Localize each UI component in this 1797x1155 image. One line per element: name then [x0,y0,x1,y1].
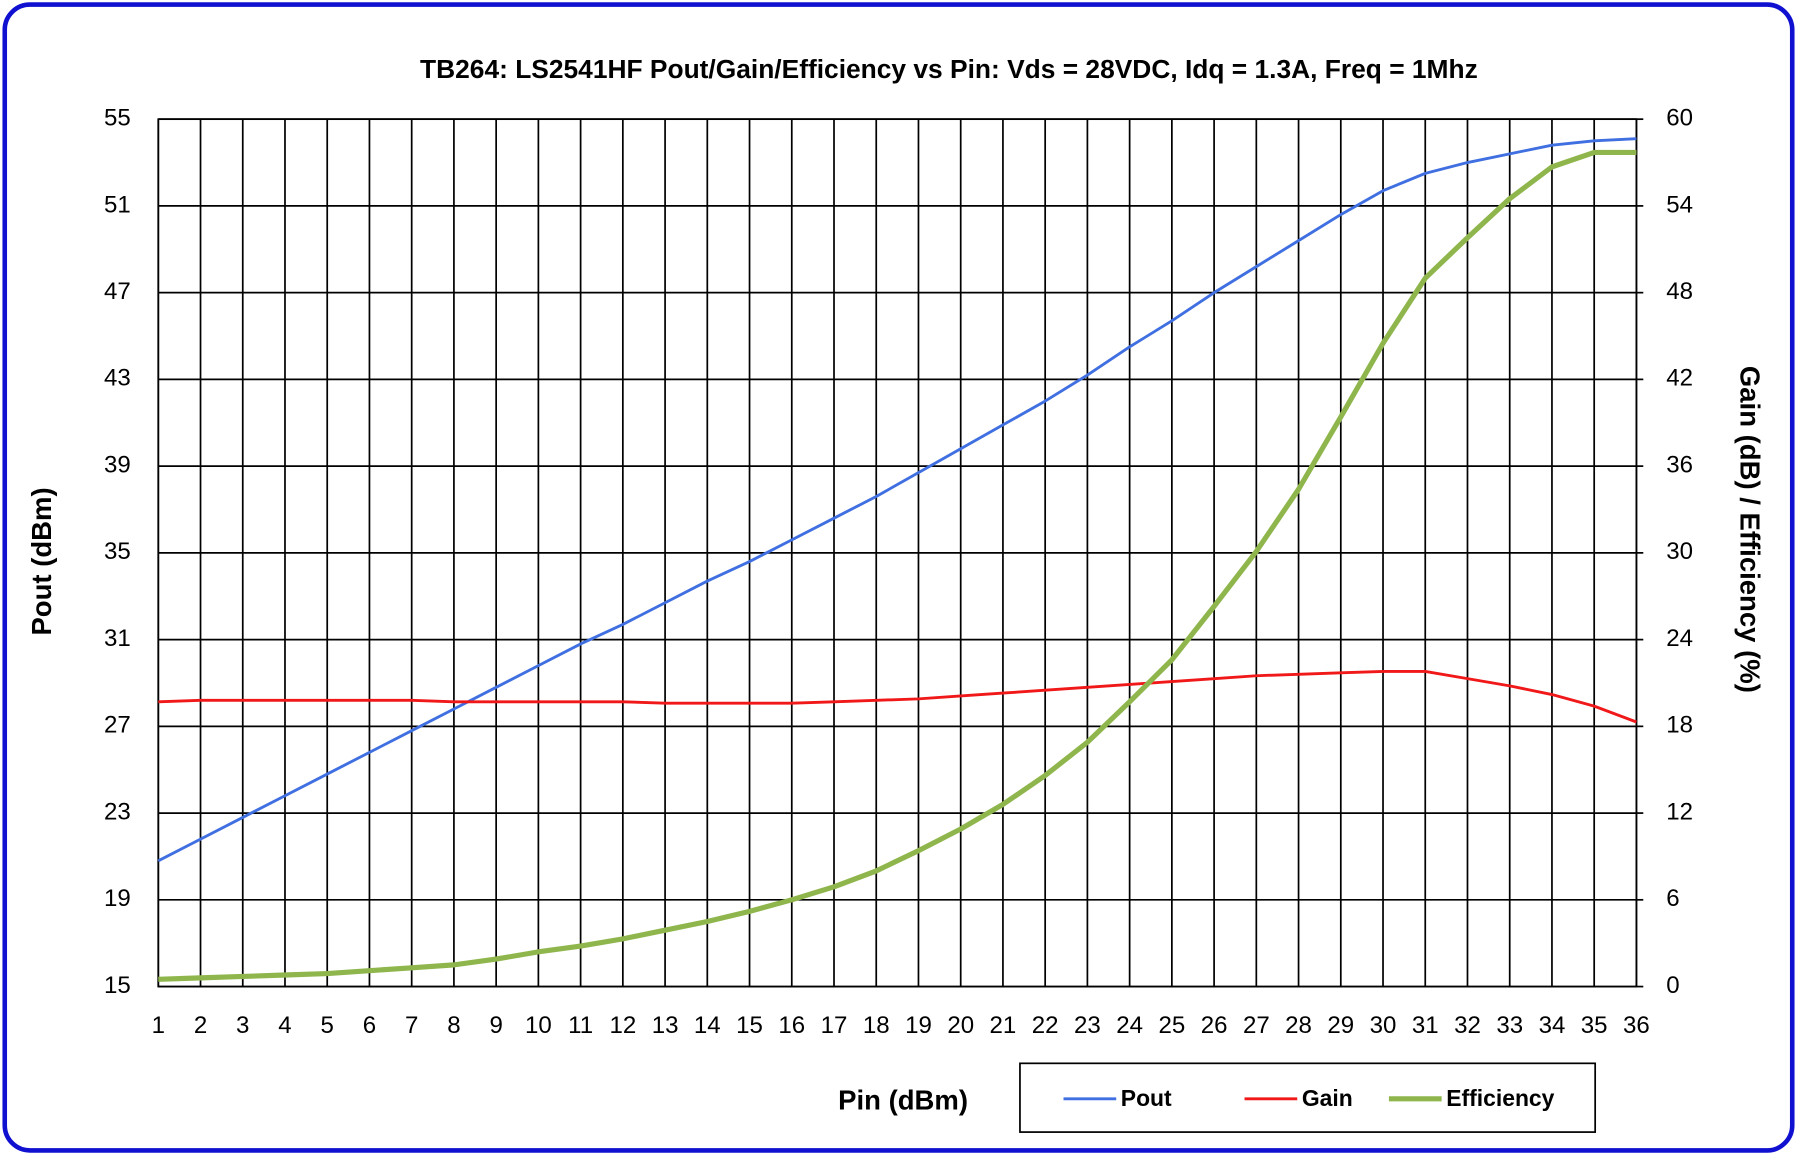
y-tick-label: 19 [104,885,131,912]
series-line [158,149,1637,982]
x-tick-label: 19 [905,1012,932,1039]
y-tick-label: 39 [104,451,131,478]
x-tick-label: 3 [236,1012,249,1039]
y2-axis-label: Gain (dB) / Efficiency (%) [1734,366,1765,693]
x-tick-label: 7 [405,1012,418,1039]
y-axis-label: Pout (dBm) [26,487,57,635]
x-tick-label: 34 [1539,1012,1566,1039]
legend-label: Pout [1121,1085,1172,1111]
y-tick-label: 27 [104,712,131,739]
series-line [158,669,1637,724]
y2-tick-label: 0 [1666,972,1679,999]
y2-tick-label: 12 [1666,798,1693,825]
x-axis-label: Pin (dBm) [838,1085,968,1116]
x-tick-label: 27 [1243,1012,1270,1039]
x-tick-label: 5 [321,1012,334,1039]
x-tick-label: 15 [736,1012,763,1039]
y-tick-label: 35 [104,538,131,565]
legend-label: Efficiency [1446,1085,1554,1111]
x-tick-label: 35 [1581,1012,1608,1039]
y-tick-label: 55 [104,105,131,132]
x-tick-label: 12 [609,1012,636,1039]
y2-tick-label: 30 [1666,538,1693,565]
x-tick-label: 22 [1032,1012,1059,1039]
x-tick-label: 6 [363,1012,376,1039]
x-tick-label: 2 [194,1012,207,1039]
y2-tick-label: 42 [1666,365,1693,392]
y2-tick-label: 24 [1666,625,1693,652]
x-tick-label: 9 [489,1012,502,1039]
x-tick-label: 28 [1285,1012,1312,1039]
x-tick-label: 20 [947,1012,974,1039]
x-tick-label: 11 [568,1012,593,1039]
x-tick-label: 31 [1412,1012,1439,1039]
y-tick-label: 51 [104,191,131,218]
x-tick-label: 29 [1327,1012,1354,1039]
x-tick-label: 26 [1201,1012,1228,1039]
x-tick-label: 33 [1496,1012,1523,1039]
x-tick-label: 21 [990,1012,1017,1039]
y2-tick-label: 18 [1666,712,1693,739]
chart-title: TB264: LS2541HF Pout/Gain/Efficiency vs … [420,54,1478,84]
y-tick-label: 47 [104,278,131,305]
y-tick-label: 31 [104,625,131,652]
x-tick-label: 30 [1370,1012,1397,1039]
x-tick-label: 10 [525,1012,552,1039]
y-tick-label: 15 [104,972,131,999]
x-tick-label: 13 [652,1012,679,1039]
y-tick-label: 23 [104,798,131,825]
y2-tick-label: 36 [1666,451,1693,478]
x-tick-label: 25 [1158,1012,1185,1039]
y2-tick-label: 54 [1666,191,1693,218]
x-tick-label: 32 [1454,1012,1481,1039]
x-tick-label: 8 [447,1012,460,1039]
y-tick-label: 43 [104,365,131,392]
y2-tick-label: 60 [1666,105,1693,132]
y2-tick-label: 6 [1666,885,1679,912]
x-tick-label: 1 [152,1012,165,1039]
x-tick-label: 14 [694,1012,721,1039]
x-tick-label: 16 [778,1012,805,1039]
x-tick-label: 17 [821,1012,848,1039]
series-line [157,137,1637,863]
y2-tick-label: 48 [1666,278,1693,305]
x-tick-label: 36 [1623,1012,1650,1039]
legend-label: Gain [1302,1085,1353,1111]
x-tick-label: 24 [1116,1012,1143,1039]
x-tick-label: 23 [1074,1012,1101,1039]
x-tick-label: 18 [863,1012,890,1039]
x-tick-label: 4 [278,1012,291,1039]
